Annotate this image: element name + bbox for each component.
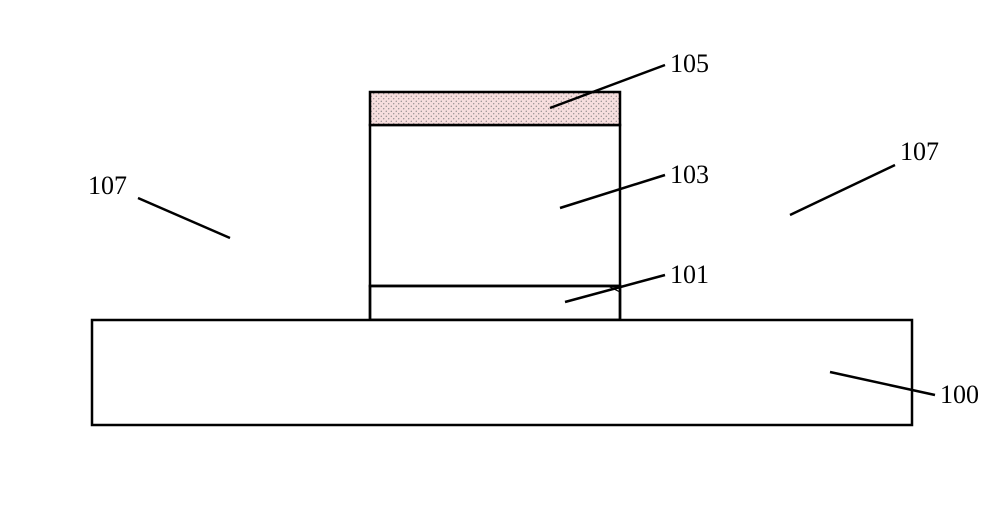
label-105: 105 — [670, 49, 709, 78]
leader-107-right — [790, 165, 895, 215]
leader-107-left — [138, 198, 230, 238]
substrate-100 — [92, 320, 912, 425]
label-101: 101 — [670, 260, 709, 289]
label-100: 100 — [940, 380, 979, 409]
diagram-canvas: 100 101 103 105 107 107 — [0, 0, 1000, 512]
layer-103 — [370, 125, 620, 286]
label-107-right: 107 — [900, 137, 939, 166]
label-107-left: 107 — [88, 171, 127, 200]
layer-101 — [370, 286, 620, 320]
label-103: 103 — [670, 160, 709, 189]
